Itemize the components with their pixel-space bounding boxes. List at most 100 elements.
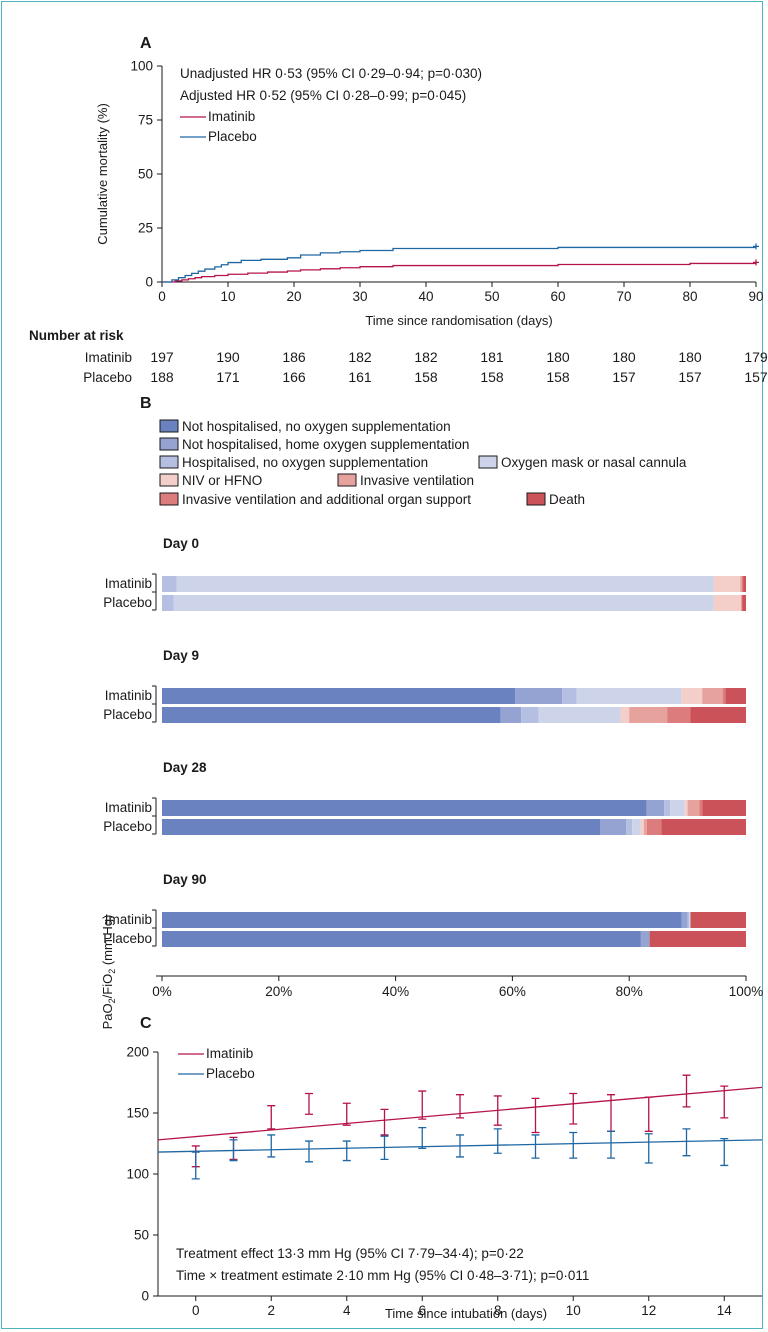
panel-a-y-tick-label: 25 — [138, 221, 153, 236]
panel-c-error-bar-imatinib — [493, 1095, 502, 1126]
panel-b-segment — [689, 912, 691, 928]
panel-b-segment — [515, 688, 563, 704]
panel-b-segment — [521, 707, 539, 723]
panel-b-group-title: Day 9 — [163, 648, 199, 663]
panel-c-label: C — [140, 1015, 152, 1032]
panel-a-legend-imatinib: Imatinib — [208, 109, 255, 124]
risk-table-cell: 158 — [414, 369, 438, 385]
panel-b-segment — [632, 819, 641, 835]
panel-b-legend-swatch — [526, 492, 546, 506]
risk-table: Imatinib 197 190 186 182 182 181 180 180 180 179 Pl… — [83, 349, 768, 385]
panel-c-x-tick-label: 10 — [566, 1303, 581, 1318]
panel-c-error-bar-imatinib — [644, 1096, 653, 1132]
panel-a-x-tick-label: 20 — [286, 289, 301, 304]
panel-b-segment — [690, 707, 746, 723]
panel-b-x-tick-label: 0% — [152, 984, 172, 999]
panel-b-legend-swatch — [159, 473, 179, 487]
panel-c-error-bar-placebo — [418, 1126, 427, 1150]
panel-b-segment — [743, 576, 746, 592]
panel-c-x-tick-label: 12 — [641, 1303, 656, 1318]
panel-b-segment — [640, 819, 644, 835]
risk-table-cell: 181 — [480, 349, 504, 365]
panel-b-segment — [626, 819, 633, 835]
panel-b-segment — [702, 800, 746, 816]
panel-b-row-label: Imatinib — [105, 688, 152, 703]
panel-a-y-tick-label: 50 — [138, 167, 153, 182]
panel-c-error-bar-placebo — [569, 1131, 578, 1159]
panel-c-y-tick-label: 0 — [141, 1289, 149, 1304]
risk-table-cell: 180 — [546, 349, 570, 365]
panel-b-segment — [713, 595, 742, 611]
panel-b-segment — [620, 707, 630, 723]
risk-table-cell: 197 — [150, 349, 174, 365]
panel-b-segment — [681, 912, 688, 928]
panel-a-x-tick-label: 50 — [484, 289, 499, 304]
panel-b-segment — [664, 800, 671, 816]
panel-c-error-bar-placebo — [682, 1128, 691, 1157]
panel-c-x-tick-label: 0 — [192, 1303, 200, 1318]
panel-a-x-tick-label: 90 — [748, 289, 763, 304]
panel-b-legend-swatch — [159, 419, 179, 433]
panel-b-segment — [687, 800, 700, 816]
panel-c-error-bar-placebo — [229, 1139, 238, 1162]
panel-a-x-tick-label: 40 — [418, 289, 433, 304]
panel-a-y-tick-label: 100 — [130, 59, 153, 74]
panel-a-y-tick-label: 0 — [145, 275, 153, 290]
panel-b-segment — [162, 595, 174, 611]
risk-table-cell: 157 — [744, 369, 768, 385]
panel-b-segment — [713, 576, 741, 592]
panel-a-legend-placebo: Placebo — [208, 129, 257, 144]
panel-c-error-bar-imatinib — [267, 1105, 276, 1130]
panel-c-y-tick-label: 200 — [126, 1045, 149, 1060]
panel-b-segment — [562, 688, 577, 704]
panel-b-segment — [690, 912, 746, 928]
panel-b-segment — [741, 576, 744, 592]
panel-a-xlabel: Time since randomisation (days) — [365, 313, 552, 328]
panel-b-legend-swatch — [478, 455, 498, 469]
panel-c-error-bar-placebo — [342, 1140, 351, 1162]
panel-a-label: A — [140, 35, 152, 52]
panel-c-error-bar-placebo — [305, 1140, 313, 1163]
panel-a-x-tick-label: 80 — [682, 289, 697, 304]
panel-b-group-title: Day 0 — [163, 536, 199, 551]
panel-b-segment — [500, 707, 522, 723]
panel-c-error-bar-imatinib — [305, 1092, 313, 1115]
panel-a-x-tick-label: 30 — [352, 289, 367, 304]
panel-c-error-bar-imatinib — [682, 1074, 691, 1108]
panel-a-censor-mark-placebo — [753, 243, 759, 250]
risk-table-cell: 161 — [348, 369, 372, 385]
panel-b-group-title: Day 28 — [163, 760, 207, 775]
panel-b-row-label: Placebo — [103, 595, 152, 610]
panel-b-segment — [162, 931, 641, 947]
panel-c-error-bar-imatinib — [569, 1092, 578, 1125]
panel-b-row-label: Placebo — [103, 707, 152, 722]
panel-c-error-bar-placebo — [644, 1133, 653, 1164]
panel-b-segment — [684, 800, 688, 816]
risk-table-cell: 158 — [546, 369, 570, 385]
panel-b-segment — [646, 800, 665, 816]
panel-c-error-bar-placebo — [456, 1134, 464, 1158]
panel-c-y-tick-label: 50 — [134, 1228, 149, 1243]
panel-c-error-bar-placebo — [531, 1134, 540, 1159]
panel-c-error-bar-imatinib — [531, 1097, 540, 1134]
panel-b-segment — [667, 707, 691, 723]
panel-b-segment — [661, 819, 746, 835]
panel-b-segment — [725, 688, 746, 704]
risk-table-cell: 182 — [414, 349, 438, 365]
risk-table-cell: 190 — [216, 349, 240, 365]
panel-b-legend: Not hospitalised, no oxygen supplementat… — [159, 419, 687, 507]
risk-table-cell: 186 — [282, 349, 306, 365]
panel-b-x-tick-label: 80% — [616, 984, 643, 999]
panel-b-legend-label: Hospitalised, no oxygen supplementation — [182, 455, 428, 470]
panel-a-x-tick-label: 70 — [616, 289, 631, 304]
panel-a-censor-mark-imatinib — [753, 259, 759, 266]
panel-c-error-bar-placebo — [493, 1128, 502, 1154]
panel-b-legend-swatch — [159, 455, 179, 469]
panel-c-x-tick-label: 6 — [418, 1303, 426, 1318]
panel-c-error-bar-placebo — [720, 1137, 729, 1167]
panel-c-chart: 0 50 100 150 200 0 2 4 6 8 10 12 14 — [126, 1045, 763, 1318]
panel-b-x-tick-label: 20% — [265, 984, 292, 999]
panel-a-km-curve-placebo — [162, 246, 757, 283]
panel-b-segment — [646, 819, 662, 835]
